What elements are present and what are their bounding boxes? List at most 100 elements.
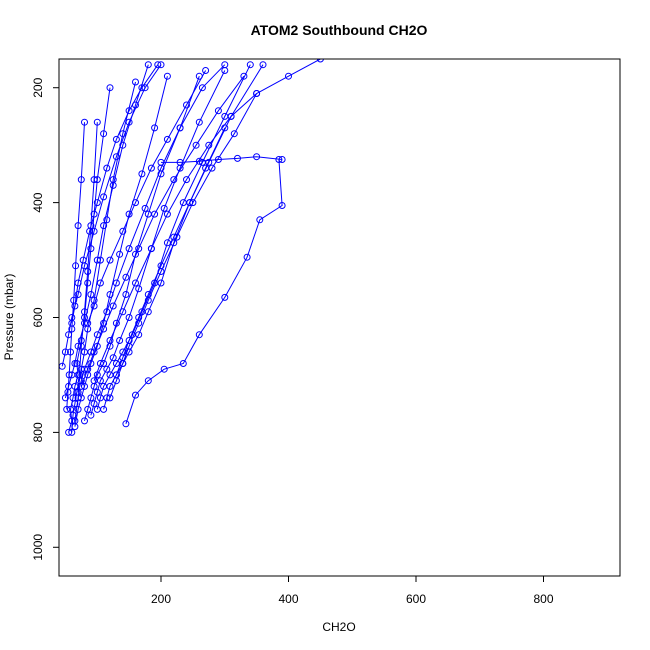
data-point [125, 314, 133, 321]
data-point [90, 377, 98, 385]
data-point [87, 394, 95, 402]
series-line [115, 127, 226, 376]
data-point [90, 302, 98, 310]
series-20 [63, 118, 88, 413]
data-point [75, 371, 83, 379]
data-point [84, 319, 92, 327]
data-point [81, 417, 88, 425]
data-point [135, 245, 143, 253]
data-point [96, 360, 104, 367]
x-tick-label: 400 [278, 592, 298, 606]
data-point [253, 90, 261, 97]
data-point [100, 325, 108, 333]
series-line [93, 59, 321, 381]
data-point [112, 371, 120, 379]
data-point [74, 394, 82, 402]
data-point [65, 371, 73, 379]
data-point [77, 176, 85, 184]
data-point [68, 428, 76, 436]
data-point [61, 348, 69, 356]
data-point [135, 285, 143, 293]
data-point [195, 331, 203, 339]
data-point [170, 176, 178, 184]
data-point [90, 400, 98, 408]
data-point [87, 222, 95, 230]
data-point [125, 337, 133, 344]
y-tick-label: 600 [31, 307, 45, 327]
data-point [61, 394, 69, 402]
data-point [84, 279, 92, 287]
series-line [68, 87, 111, 433]
data-point [253, 153, 261, 161]
data-point [119, 227, 127, 235]
data-point [103, 308, 111, 316]
data-point [81, 308, 88, 316]
data-point [71, 400, 79, 408]
x-axis-label: CH2O [322, 620, 355, 634]
y-tick-label: 400 [31, 192, 45, 212]
data-point [316, 59, 324, 63]
data-point [144, 377, 152, 385]
data-point [79, 256, 87, 264]
series-line [84, 76, 200, 422]
data-point [112, 135, 120, 143]
data-point [74, 222, 82, 230]
data-point [151, 210, 159, 218]
series-line [71, 64, 159, 324]
data-point [112, 279, 120, 287]
data-point [176, 158, 184, 166]
data-point [157, 279, 165, 287]
x-tick-label: 200 [151, 592, 171, 606]
data-point [74, 291, 82, 298]
data-point [163, 210, 171, 218]
data-point [81, 319, 88, 327]
data-point [96, 279, 104, 287]
data-point [132, 250, 139, 258]
data-point [160, 365, 168, 373]
data-point [119, 308, 127, 316]
data-point [72, 262, 80, 270]
data-point [170, 233, 178, 241]
data-point [116, 337, 124, 344]
series-line [87, 70, 207, 324]
data-point [198, 84, 206, 92]
data-point [141, 204, 149, 212]
data-point [132, 78, 139, 86]
data-point [144, 291, 152, 298]
data-point [103, 365, 111, 373]
data-point [84, 365, 92, 373]
data-point [119, 141, 127, 149]
data-point [183, 176, 190, 184]
x-axis: 200 400 600 800 [151, 576, 554, 606]
data-point [119, 354, 127, 362]
data-point [119, 130, 127, 138]
series-line [125, 159, 283, 424]
data-point [163, 135, 171, 143]
data-point [68, 325, 76, 333]
data-point [195, 118, 203, 126]
series-14 [112, 124, 229, 379]
x-tick-label: 800 [533, 592, 553, 606]
data-point [100, 222, 108, 230]
series-line [74, 122, 98, 421]
data-point [179, 360, 187, 367]
data-point [230, 130, 238, 138]
data-point [63, 405, 71, 413]
data-point [100, 405, 108, 413]
data-point [243, 253, 251, 261]
data-point [71, 417, 79, 425]
series-16 [90, 59, 324, 385]
data-point [122, 291, 130, 298]
data-point [138, 170, 146, 178]
data-point [109, 181, 117, 189]
data-point [176, 124, 184, 132]
data-point [205, 158, 213, 166]
data-point [90, 227, 98, 235]
data-point [71, 360, 79, 367]
series-line [71, 81, 136, 433]
data-point [93, 199, 101, 207]
data-point [125, 245, 133, 253]
data-point [221, 293, 229, 301]
data-point [93, 118, 101, 126]
